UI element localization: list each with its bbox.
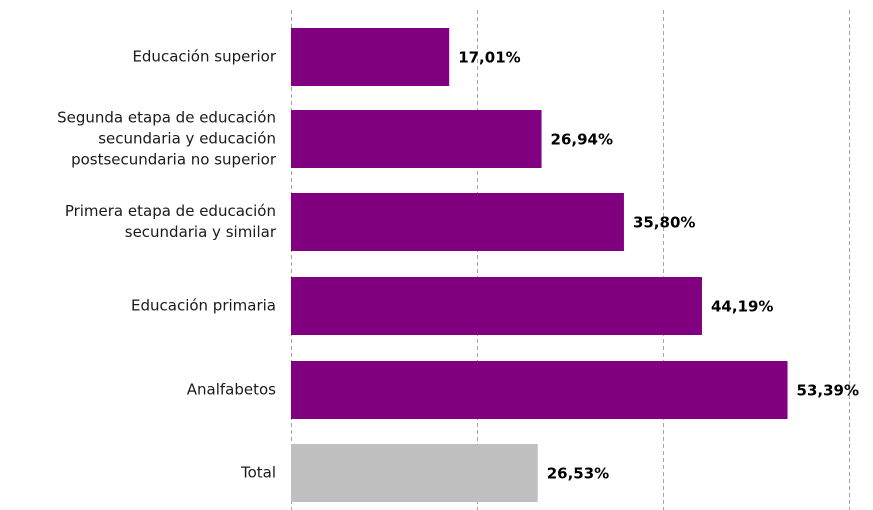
bar-4	[291, 361, 788, 419]
category-label-2: Primera etapa de educación secundaria y s…	[65, 202, 277, 241]
category-label-line: secundaria y similar	[125, 223, 277, 241]
category-label-line: Educación superior	[132, 48, 276, 66]
value-label-3: 44,19%	[711, 298, 773, 316]
bar-3	[291, 277, 702, 335]
value-label-1: 26,94%	[551, 131, 613, 149]
category-label-0: Educación superior	[132, 48, 276, 66]
category-label-5: Total	[240, 464, 276, 482]
category-label-line: Primera etapa de educación	[65, 202, 276, 220]
bar-5	[291, 444, 538, 502]
category-label-3: Educación primaria	[131, 297, 276, 315]
category-label-line: secundaria y educación	[98, 130, 276, 148]
category-label-1: Segunda etapa de educación secundaria y e…	[57, 109, 277, 169]
value-label-5: 26,53%	[547, 465, 609, 483]
bar-2	[291, 193, 624, 251]
bar-1	[291, 110, 542, 168]
category-label-line: Segunda etapa de educación	[57, 109, 276, 127]
category-label-line: Total	[240, 464, 276, 482]
value-label-2: 35,80%	[633, 214, 695, 232]
value-label-0: 17,01%	[458, 49, 520, 67]
value-label-4: 53,39%	[797, 382, 859, 400]
category-label-4: Analfabetos	[187, 381, 276, 399]
category-label-line: postsecundaria no superior	[71, 151, 277, 169]
category-label-line: Educación primaria	[131, 297, 276, 315]
category-label-line: Analfabetos	[187, 381, 276, 399]
bar-0	[291, 28, 449, 86]
